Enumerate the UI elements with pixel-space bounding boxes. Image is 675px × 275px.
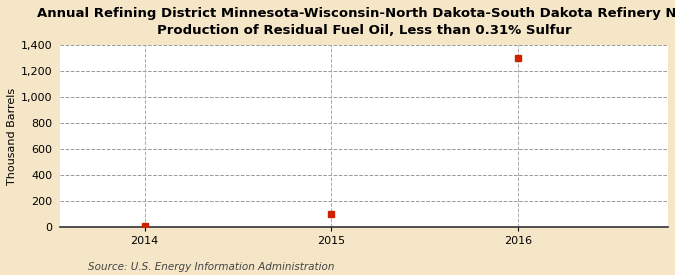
Title: Annual Refining District Minnesota-Wisconsin-North Dakota-South Dakota Refinery : Annual Refining District Minnesota-Wisco…: [37, 7, 675, 37]
Y-axis label: Thousand Barrels: Thousand Barrels: [7, 87, 17, 185]
Text: Source: U.S. Energy Information Administration: Source: U.S. Energy Information Administ…: [88, 262, 334, 271]
